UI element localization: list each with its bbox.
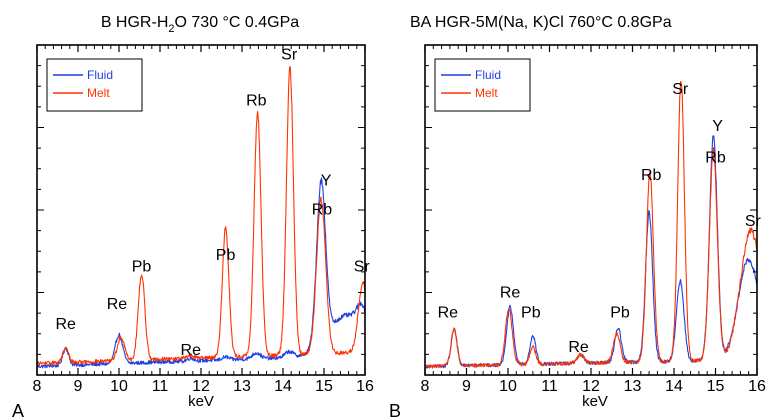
x-tick-label: 9 <box>462 378 471 395</box>
peak-label-sr: Sr <box>672 81 689 98</box>
peak-label-pb: Pb <box>610 305 630 322</box>
panel-a-title: B HGR-H2O 730 °C 0.4GPa <box>101 14 299 35</box>
peak-label-rb: Rb <box>705 150 726 167</box>
peak-label-rb: Rb <box>246 92 267 109</box>
legend-label-melt: Melt <box>475 86 498 100</box>
panel-b: BA HGR-5M(Na, K)Cl 760°C 0.8GPa keV B 8 9… <box>389 14 766 419</box>
peak-label-re: Re <box>107 296 128 313</box>
series-line-melt <box>37 66 365 366</box>
x-tick-label: 12 <box>582 378 600 395</box>
peak-label-pb: Pb <box>216 247 236 264</box>
x-tick-label: 11 <box>152 378 169 395</box>
panel-b-letter: B <box>389 401 401 419</box>
peak-label-pb: Pb <box>521 305 541 322</box>
peak-label-rb: Rb <box>641 167 662 184</box>
x-tick-label: 8 <box>421 378 430 395</box>
x-tick-label: 15 <box>315 378 333 395</box>
legend-label-fluid: Fluid <box>475 68 501 82</box>
legend-label-fluid: Fluid <box>87 68 113 82</box>
peak-label-sr: Sr <box>281 46 298 63</box>
peak-label-sr: Sr <box>745 213 762 230</box>
panel-a-xlabel: keV <box>188 393 214 410</box>
x-tick-label: 12 <box>192 378 210 395</box>
x-tick-label: 10 <box>499 378 517 395</box>
x-tick-label: 13 <box>624 378 642 395</box>
panel-a: B HGR-H2O 730 °C 0.4GPa keV A 8 9 10 11 12 13… <box>12 14 374 419</box>
legend-box <box>434 58 531 112</box>
series-line-fluid <box>425 135 757 369</box>
panel-a-letter: A <box>12 401 24 419</box>
x-tick-label: 9 <box>74 378 83 395</box>
x-tick-label: 16 <box>356 378 374 395</box>
series-line-fluid <box>37 177 365 369</box>
legend-box <box>46 58 143 112</box>
peak-label-re: Re <box>181 342 202 359</box>
series-line-melt <box>425 80 757 369</box>
legend-label-melt: Melt <box>87 86 110 100</box>
x-tick-label: 16 <box>748 378 766 395</box>
peak-label-y: Y <box>712 118 723 135</box>
x-tick-label: 15 <box>707 378 725 395</box>
peak-label-re: Re <box>568 339 589 356</box>
panel-b-title: BA HGR-5M(Na, K)Cl 760°C 0.8GPa <box>410 14 672 31</box>
peak-label-re: Re <box>500 285 521 302</box>
x-tick-label: 14 <box>274 378 292 395</box>
x-tick-label: 11 <box>541 378 558 395</box>
peak-label-y: Y <box>321 173 332 190</box>
x-tick-label: 10 <box>110 378 128 395</box>
x-tick-label: 14 <box>665 378 683 395</box>
x-tick-label: 13 <box>233 378 251 395</box>
peak-label-sr: Sr <box>354 259 371 276</box>
peak-label-rb: Rb <box>312 201 333 218</box>
peak-label-re: Re <box>438 305 459 322</box>
peak-label-pb: Pb <box>132 259 152 276</box>
peak-label-re: Re <box>55 316 76 333</box>
panel-b-xlabel: keV <box>582 393 608 410</box>
x-tick-label: 8 <box>33 378 42 395</box>
